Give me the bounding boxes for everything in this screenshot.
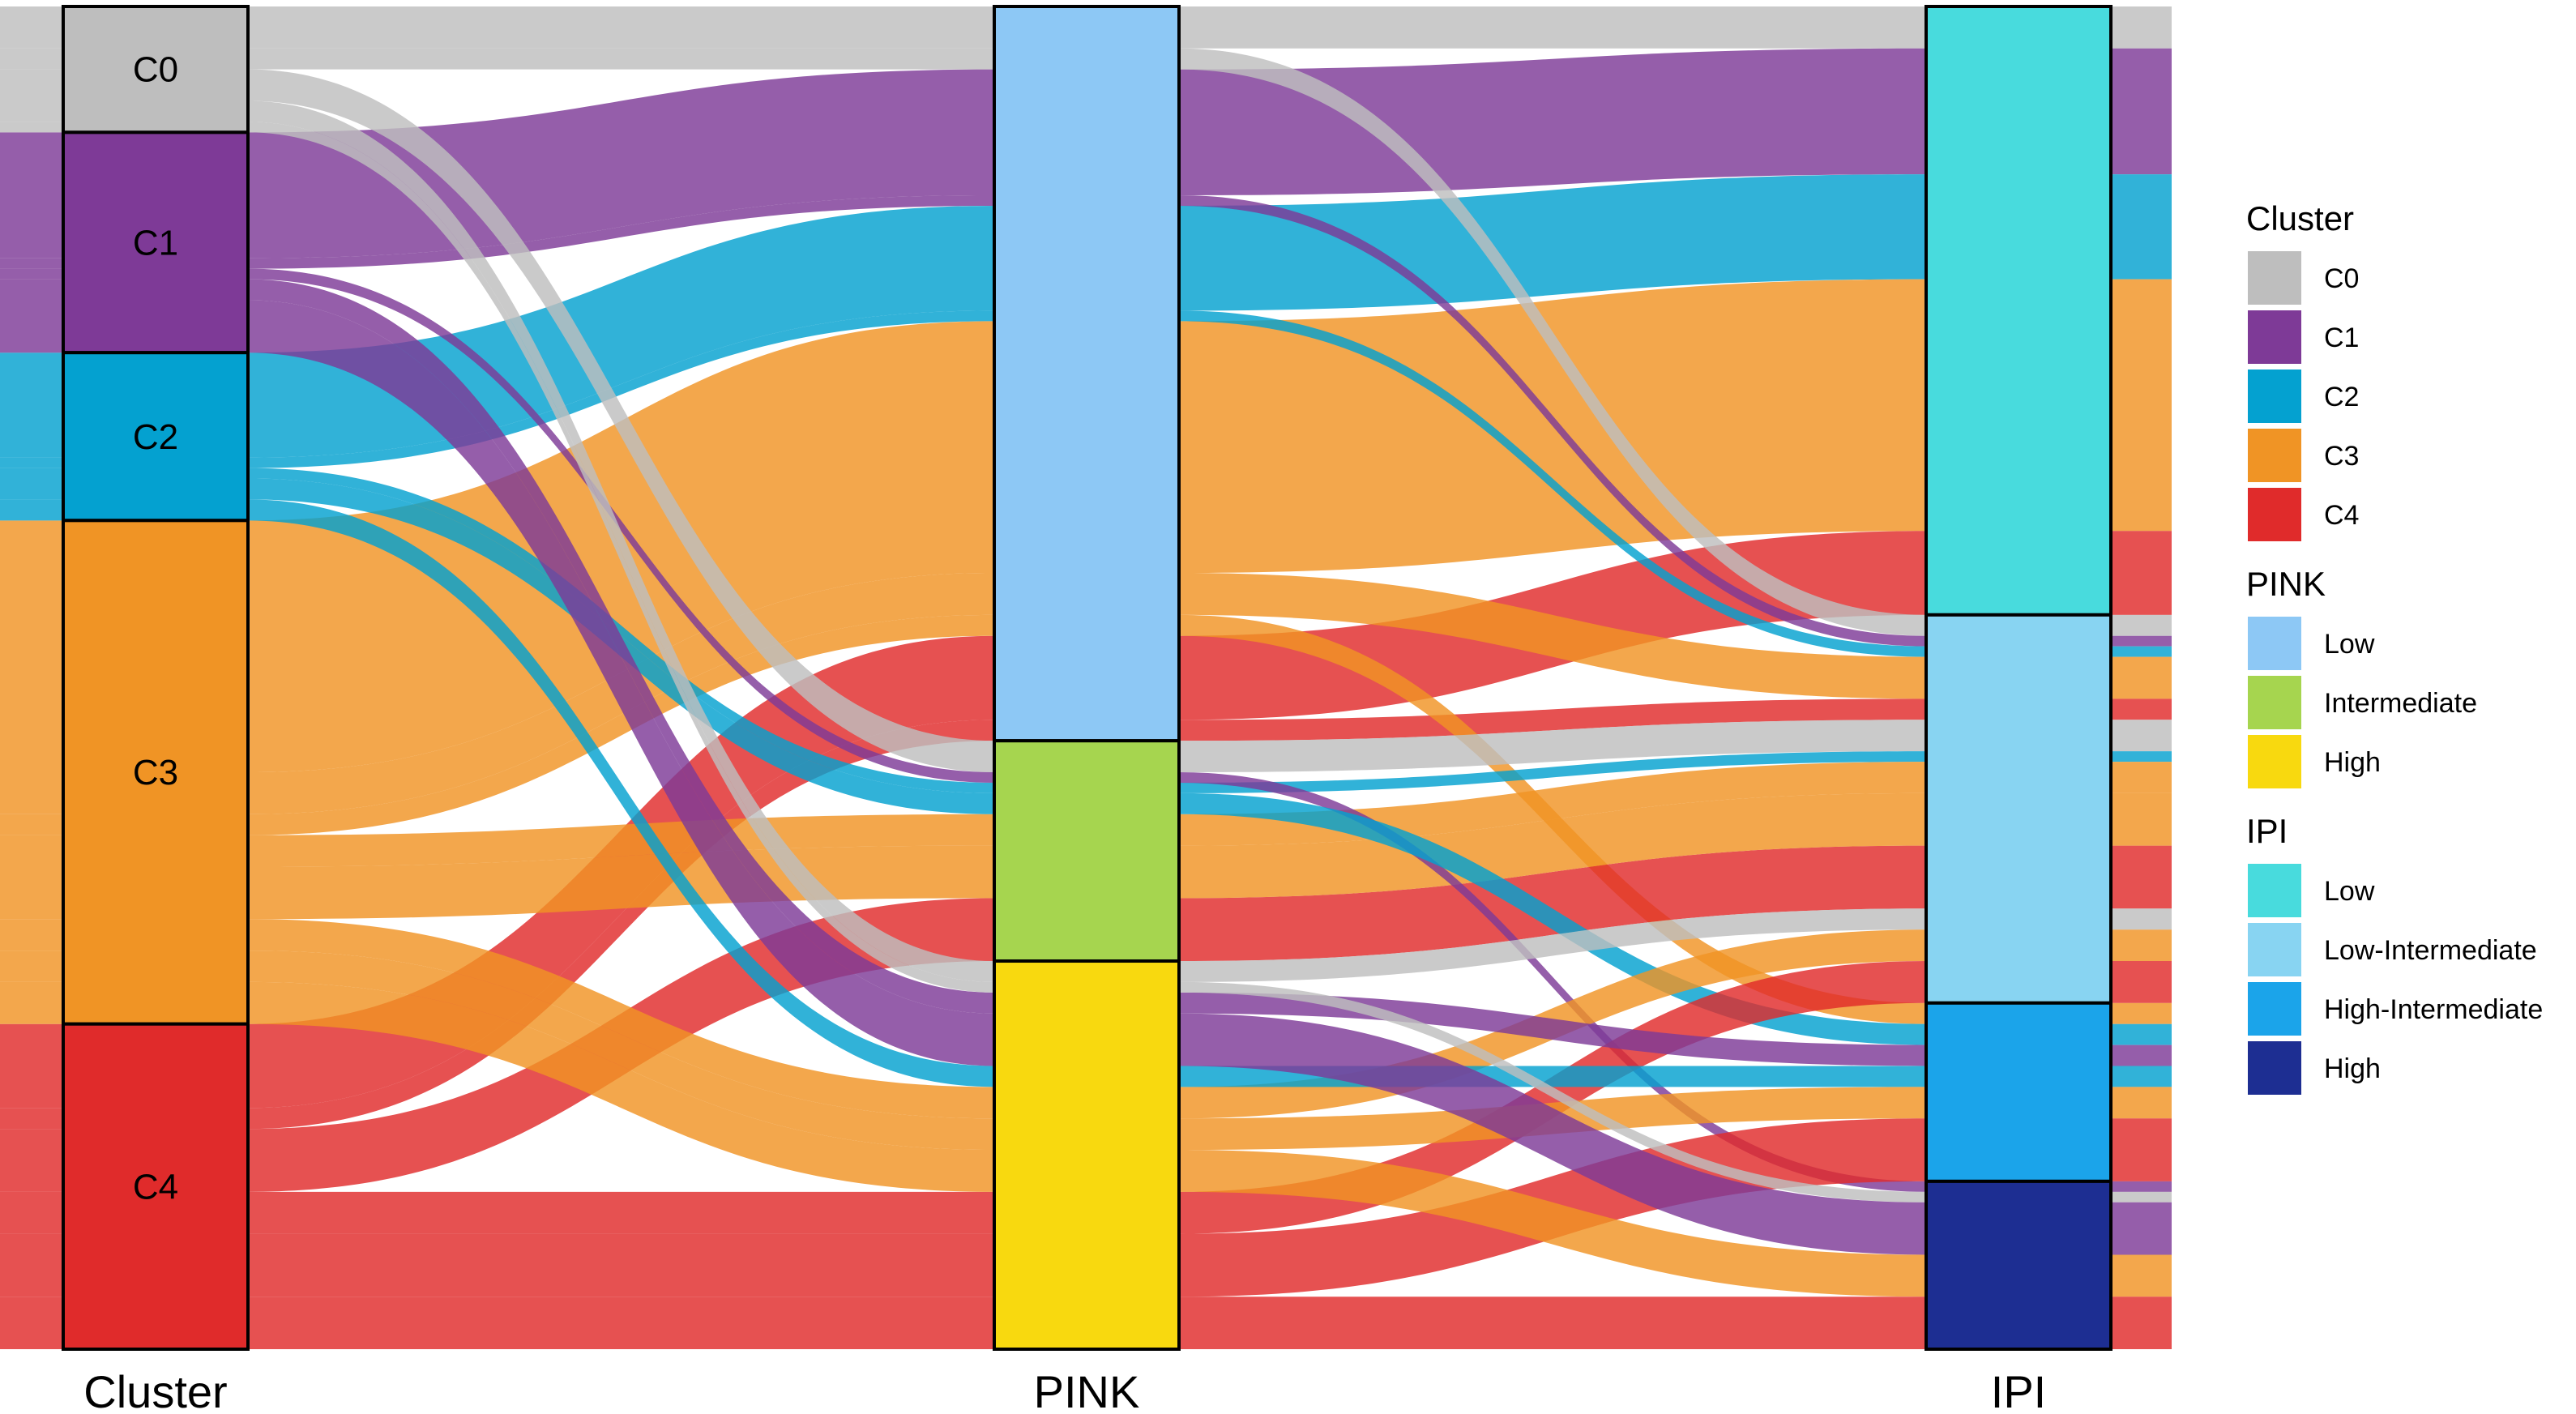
- flow-c3-high-high: [0, 981, 2172, 1297]
- legend-key-ipi-low-intermediate: [2248, 923, 2301, 976]
- axis-label-pink: PINK: [1034, 1366, 1140, 1414]
- legend-key-cluster-c2: [2248, 370, 2301, 423]
- legend-key-pink-high: [2248, 735, 2301, 788]
- stratum-label-c4: C4: [133, 1167, 178, 1207]
- flow-c3-high-high-intermediate: [0, 950, 2172, 1151]
- legend-key-pink-low: [2248, 617, 2301, 670]
- stratum-label-c3: C3: [133, 753, 178, 792]
- stratum-cluster-c2: [62, 351, 250, 523]
- legend-label-pink-low: Low: [2324, 629, 2375, 660]
- stratum-pink-intermediate: [993, 739, 1181, 963]
- legend-label-cluster-c1: C1: [2324, 323, 2359, 353]
- stratum-label-c1: C1: [133, 223, 178, 263]
- legend-key-cluster-c0: [2248, 251, 2301, 305]
- stratum-pink-low: [993, 5, 1181, 743]
- legend-title-cluster: Cluster: [2246, 199, 2354, 237]
- legend-key-ipi-high: [2248, 1041, 2301, 1095]
- legend-label-cluster-c3: C3: [2324, 441, 2359, 472]
- stratum-label-c2: C2: [133, 417, 178, 457]
- stratum-ipi-high-intermediate: [1925, 1001, 2112, 1183]
- legend-key-cluster-c4: [2248, 488, 2301, 541]
- stratum-ipi-low: [1925, 5, 2112, 617]
- stratum-cluster-c4: [62, 1022, 250, 1351]
- legend-key-ipi-high-intermediate: [2248, 982, 2301, 1036]
- flow-c4-low-low: [0, 531, 2172, 1109]
- stratum-pink-high: [993, 959, 1181, 1351]
- legend-key-ipi-low: [2248, 864, 2301, 917]
- flow-c1-high-high: [0, 300, 2172, 1255]
- legend-label-ipi-low: Low: [2324, 876, 2375, 907]
- stratum-ipi-low-intermediate: [1925, 613, 2112, 1005]
- stratum-label-c0: C0: [133, 50, 178, 90]
- stratum-ipi-high: [1925, 1179, 2112, 1351]
- legend-label-cluster-c2: C2: [2324, 382, 2359, 412]
- legend-label-pink-intermediate: Intermediate: [2324, 688, 2477, 719]
- legend-key-pink-intermediate: [2248, 676, 2301, 729]
- legend-key-cluster-c1: [2248, 310, 2301, 364]
- legend: Cluster C0 C1 C2 C3 C4 PINK Low Intermediate High…: [2246, 199, 2543, 1095]
- legend-key-cluster-c3: [2248, 429, 2301, 482]
- flow-c3-low-low-intermediate: [0, 573, 2172, 814]
- stratum-cluster-c3: [62, 519, 250, 1026]
- legend-label-ipi-high: High: [2324, 1053, 2381, 1084]
- axis-label-ipi: IPI: [1991, 1366, 2046, 1414]
- legend-title-pink: PINK: [2246, 565, 2326, 603]
- legend-title-ipi: IPI: [2246, 812, 2288, 850]
- stratum-cluster-c0: [62, 5, 250, 135]
- legend-label-ipi-low-intermediate: Low-Intermediate: [2324, 935, 2537, 966]
- legend-label-ipi-high-intermediate: High-Intermediate: [2324, 994, 2543, 1025]
- legend-label-cluster-c4: C4: [2324, 500, 2359, 531]
- strata-group: C0 C1 C2 C3 C4: [62, 5, 2112, 1351]
- flow-c4-intermediate-low-intermediate: [0, 845, 2172, 1192]
- legend-label-pink-high: High: [2324, 747, 2381, 778]
- legend-label-cluster-c0: C0: [2324, 263, 2359, 294]
- axis-labels-group: Cluster PINK IPI: [83, 1366, 2046, 1414]
- axis-label-cluster: Cluster: [83, 1366, 227, 1414]
